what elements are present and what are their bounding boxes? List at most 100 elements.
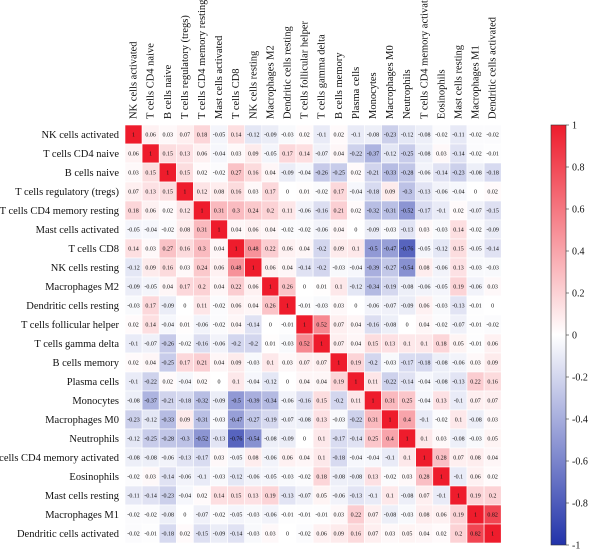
cell-value-label: 0.07 bbox=[368, 532, 379, 538]
cell-value-label: -0.02 bbox=[162, 228, 175, 234]
cell-value-label: 0.15 bbox=[231, 494, 242, 500]
cell-value-label: 0.17 bbox=[265, 190, 276, 196]
cell-value-label: -0.39 bbox=[367, 266, 380, 272]
cell-value-label: -0.03 bbox=[247, 532, 260, 538]
cell-value-label: 0.11 bbox=[197, 304, 207, 310]
cell-value-label: -0.04 bbox=[162, 323, 175, 329]
cell-value-label: -0.05 bbox=[144, 285, 157, 291]
cell-value-label: -0.07 bbox=[315, 152, 328, 158]
cell-value-label: -0.12 bbox=[401, 133, 414, 139]
cell-value-label: 0.07 bbox=[334, 323, 345, 329]
cell-value-label: -0.05 bbox=[418, 247, 431, 253]
cell-value-label: 0 bbox=[286, 190, 289, 196]
cell-value-label: 0.03 bbox=[385, 532, 396, 538]
cell-value-label: -0.28 bbox=[162, 437, 175, 443]
cell-value-label: 0.17 bbox=[282, 152, 293, 158]
cell-value-label: 0.02 bbox=[453, 209, 464, 215]
cell-value-label: -0.32 bbox=[367, 209, 380, 215]
cell-value-label: 0.15 bbox=[145, 171, 156, 177]
cell-value-label: -0.09 bbox=[486, 228, 499, 234]
cell-value-label: -0.04 bbox=[144, 228, 157, 234]
cell-value-label: 0.04 bbox=[487, 456, 498, 462]
cell-value-label: 0.03 bbox=[145, 475, 156, 481]
cell-value-label: -0.07 bbox=[298, 494, 311, 500]
cell-value-label: -0.13 bbox=[452, 380, 465, 386]
cell-value-label: -0.03 bbox=[333, 266, 346, 272]
cell-value-label: 0.04 bbox=[231, 323, 242, 329]
cell-value-label: -0.07 bbox=[196, 513, 209, 519]
cell-value-label: -0.02 bbox=[179, 342, 192, 348]
cell-value-label: 0.4 bbox=[403, 418, 411, 424]
column-label: Dendritic cells resting bbox=[282, 26, 293, 119]
cell-value-label: -0.28 bbox=[401, 171, 414, 177]
cell-value-label: 0.13 bbox=[316, 418, 327, 424]
cell-value-label: -0.1 bbox=[368, 494, 378, 500]
cell-value-label: -0.09 bbox=[127, 285, 140, 291]
cell-value-label: 0.05 bbox=[487, 437, 498, 443]
cell-value-label: 0.03 bbox=[470, 361, 481, 367]
cell-value-label: 0.07 bbox=[453, 456, 464, 462]
cell-value-label: -0.06 bbox=[452, 361, 465, 367]
cell-value-label: -0.2 bbox=[231, 342, 241, 348]
cell-value-label: 0.09 bbox=[248, 152, 259, 158]
cell-value-label: 0.03 bbox=[487, 418, 498, 424]
cell-value-label: 1 bbox=[440, 475, 443, 481]
cell-value-label: -0.31 bbox=[196, 418, 209, 424]
cell-value-label: -0.12 bbox=[127, 437, 140, 443]
cell-value-label: -0.39 bbox=[247, 399, 260, 405]
cell-value-label: 0.17 bbox=[180, 361, 191, 367]
color-scale-tick-label: 0.2 bbox=[572, 289, 585, 300]
cell-value-label: -0.1 bbox=[351, 133, 361, 139]
cell-value-label: 0.04 bbox=[214, 247, 225, 253]
cell-value-label: -0.18 bbox=[418, 361, 431, 367]
cell-value-label: -0.2 bbox=[368, 361, 378, 367]
cell-value-label: 1 bbox=[132, 133, 135, 139]
cell-value-label: -0.08 bbox=[298, 418, 311, 424]
cell-value-label: 0.1 bbox=[335, 285, 343, 291]
column-label: NK cells resting bbox=[248, 50, 259, 119]
cell-value-label: -0.13 bbox=[452, 304, 465, 310]
column-label: T cells follicular helper bbox=[300, 20, 311, 119]
cell-value-label: 0.03 bbox=[265, 532, 276, 538]
cell-value-label: 0.52 bbox=[299, 342, 310, 348]
cell-value-label: 0.2 bbox=[455, 532, 463, 538]
row-label: Neutrophils bbox=[69, 434, 119, 445]
cell-value-label: 0.06 bbox=[145, 133, 156, 139]
cell-value-label: 0.14 bbox=[128, 247, 139, 253]
cell-value-label: -0.52 bbox=[196, 437, 209, 443]
cell-value-label: 0.3 bbox=[198, 247, 206, 253]
cell-value-label: -0.05 bbox=[264, 152, 277, 158]
cell-value-label: 0.24 bbox=[197, 266, 208, 272]
cell-value-label: 0.03 bbox=[214, 456, 225, 462]
cell-value-label: -0.03 bbox=[435, 228, 448, 234]
cell-value-label: -0.21 bbox=[162, 399, 175, 405]
cell-value-label: 0.31 bbox=[368, 418, 379, 424]
cell-value-label: -0.16 bbox=[298, 399, 311, 405]
column-label: Macrophages M0 bbox=[385, 45, 396, 119]
cell-value-label: -0.06 bbox=[264, 513, 277, 519]
cell-value-label: -0.5 bbox=[368, 247, 378, 253]
cell-value-label: -0.06 bbox=[213, 342, 226, 348]
cell-value-label: 0.06 bbox=[214, 266, 225, 272]
cell-value-label: 0.13 bbox=[180, 152, 191, 158]
cell-value-label: 0.31 bbox=[385, 399, 396, 405]
cell-value-label: -0.14 bbox=[452, 152, 465, 158]
cell-value-label: 0.03 bbox=[487, 285, 498, 291]
cell-value-label: -0.12 bbox=[230, 475, 243, 481]
column-label: T cells gamma delta bbox=[317, 34, 328, 119]
cell-value-label: -0.12 bbox=[435, 247, 448, 253]
row-label: Dendritic cells activated bbox=[17, 529, 120, 540]
cell-value-label: 0.16 bbox=[248, 171, 259, 177]
cell-value-label: 0 bbox=[183, 513, 186, 519]
cell-value-label: -0.06 bbox=[435, 190, 448, 196]
cell-value-label: -0.13 bbox=[213, 437, 226, 443]
cell-value-label: -0.02 bbox=[486, 133, 499, 139]
row-labels: NK cells activated T cells CD4 naive B cel… bbox=[0, 130, 120, 540]
cell-value-label: -0.02 bbox=[298, 532, 311, 538]
cell-value-label: 0.02 bbox=[197, 494, 208, 500]
cell-value-label: -0.08 bbox=[333, 475, 346, 481]
cell-value-label: -0.07 bbox=[469, 209, 482, 215]
cell-value-label: 0.13 bbox=[145, 190, 156, 196]
cell-value-label: -0.03 bbox=[315, 304, 328, 310]
